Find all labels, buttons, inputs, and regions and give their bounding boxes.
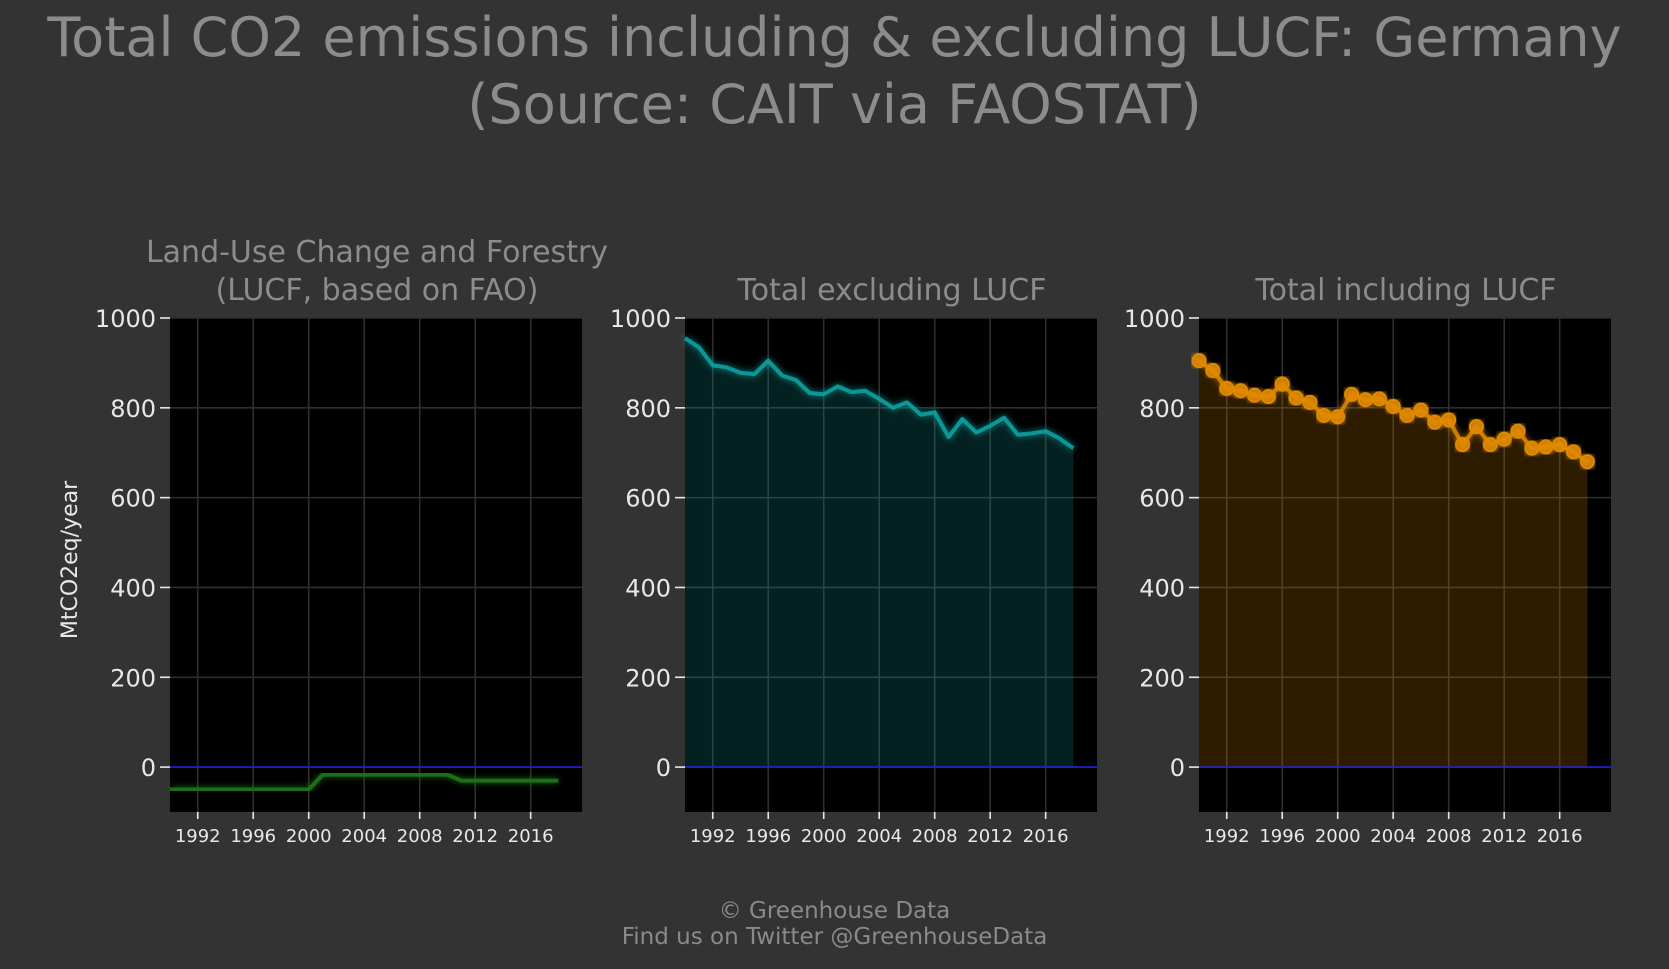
point-incl-1990 xyxy=(1191,353,1207,369)
xtick-label-incl-2016: 2016 xyxy=(1537,826,1583,847)
xtick-label-lucf-2004: 2004 xyxy=(341,826,387,847)
point-incl-2011 xyxy=(1482,437,1498,453)
xtick-label-excl-2016: 2016 xyxy=(1023,826,1069,847)
point-incl-1997 xyxy=(1288,390,1304,406)
point-incl-2005 xyxy=(1399,407,1415,423)
ytick-label-lucf-0: 0 xyxy=(141,754,156,782)
xtick-label-incl-1992: 1992 xyxy=(1204,826,1250,847)
ytick-label-incl-400: 400 xyxy=(1139,574,1185,602)
xtick-label-incl-1996: 1996 xyxy=(1259,826,1305,847)
ytick-label-excl-200: 200 xyxy=(625,664,671,692)
ytick-label-excl-800: 800 xyxy=(625,395,671,423)
point-incl-2001 xyxy=(1344,386,1360,402)
point-incl-2017 xyxy=(1566,444,1582,460)
point-incl-2004 xyxy=(1385,398,1401,414)
ytick-label-incl-1000: 1000 xyxy=(1124,305,1185,333)
panel-title-excl-line1: Total excluding LUCF xyxy=(737,273,1047,308)
xtick-label-lucf-2000: 2000 xyxy=(286,826,332,847)
panel-title-lucf: Land-Use Change and Forestry (LUCF, base… xyxy=(103,234,651,310)
plot-area-excl xyxy=(685,318,1097,812)
point-incl-1992 xyxy=(1219,381,1235,397)
ytick-label-lucf-1000: 1000 xyxy=(95,305,156,333)
point-incl-1995 xyxy=(1260,389,1276,405)
ytick-label-excl-1000: 1000 xyxy=(610,305,671,333)
ytick-label-lucf-600: 600 xyxy=(110,485,156,513)
panel-excl: 0 200 400 600 800 1000 1992 1996 2000 2004 2008 201… xyxy=(610,305,1097,847)
point-incl-2010 xyxy=(1468,419,1484,435)
main-title-line1: Total CO2 emissions including & excludin… xyxy=(47,6,1622,69)
point-incl-2014 xyxy=(1524,440,1540,456)
ytick-label-excl-400: 400 xyxy=(625,574,671,602)
ytick-label-incl-800: 800 xyxy=(1139,395,1185,423)
point-incl-1996 xyxy=(1274,376,1290,392)
xtick-label-incl-2000: 2000 xyxy=(1315,826,1361,847)
panel-title-incl: Total including LUCF xyxy=(1132,272,1669,310)
panel-incl: 0 200 400 600 800 1000 1992 1996 2000 2004 2008 201… xyxy=(1124,305,1611,847)
ytick-label-lucf-200: 200 xyxy=(110,664,156,692)
point-incl-2009 xyxy=(1455,437,1471,453)
point-incl-2006 xyxy=(1413,402,1429,418)
xtick-label-incl-2004: 2004 xyxy=(1370,826,1416,847)
xtick-label-excl-1992: 1992 xyxy=(690,826,736,847)
area-fill-incl xyxy=(1199,360,1588,768)
point-incl-2018 xyxy=(1579,454,1595,470)
point-incl-2002 xyxy=(1357,392,1373,408)
ytick-label-excl-0: 0 xyxy=(656,754,671,782)
point-incl-1993 xyxy=(1233,383,1249,399)
ytick-label-incl-200: 200 xyxy=(1139,664,1185,692)
point-incl-1999 xyxy=(1316,407,1332,423)
point-incl-2008 xyxy=(1441,412,1457,428)
point-incl-2012 xyxy=(1496,431,1512,447)
point-incl-1998 xyxy=(1302,394,1318,410)
xtick-label-excl-2012: 2012 xyxy=(967,826,1013,847)
main-title-line2: (Source: CAIT via FAOSTAT) xyxy=(467,73,1202,136)
footer-twitter: Find us on Twitter @GreenhouseData xyxy=(621,924,1048,950)
y-axis-label: MtCO2eq/year xyxy=(58,480,83,639)
xtick-label-incl-2012: 2012 xyxy=(1481,826,1527,847)
point-incl-2000 xyxy=(1330,409,1346,425)
ytick-label-lucf-400: 400 xyxy=(110,574,156,602)
point-incl-2015 xyxy=(1538,439,1554,455)
ytick-label-lucf-800: 800 xyxy=(110,395,156,423)
point-incl-2013 xyxy=(1510,423,1526,439)
xtick-label-excl-2000: 2000 xyxy=(801,826,847,847)
footer-copyright: © Greenhouse Data xyxy=(718,898,951,924)
area-fill-excl xyxy=(685,338,1074,768)
xtick-label-excl-2008: 2008 xyxy=(912,826,958,847)
main-title: Total CO2 emissions including & excludin… xyxy=(0,4,1669,138)
xtick-label-lucf-2012: 2012 xyxy=(452,826,498,847)
xtick-label-incl-2008: 2008 xyxy=(1426,826,1472,847)
panel-title-lucf-line1: Land-Use Change and Forestry xyxy=(145,235,609,270)
point-incl-2007 xyxy=(1427,414,1443,430)
footer: © Greenhouse Data Find us on Twitter @Gr… xyxy=(0,898,1669,950)
ytick-label-incl-600: 600 xyxy=(1139,485,1185,513)
series-line-lucf xyxy=(170,772,559,792)
panel-lucf: 0 200 400 600 800 1000 1992 1996 2000 2004 2008 201… xyxy=(95,305,582,847)
xtick-label-excl-2004: 2004 xyxy=(856,826,902,847)
panel-title-lucf-line2: (LUCF, based on FAO) xyxy=(215,273,539,308)
xtick-label-lucf-2016: 2016 xyxy=(508,826,554,847)
xtick-label-excl-1996: 1996 xyxy=(745,826,791,847)
point-incl-2016 xyxy=(1552,437,1568,453)
point-incl-1991 xyxy=(1205,363,1221,379)
series-line-excl xyxy=(683,336,1075,450)
plot-area-lucf xyxy=(170,318,582,812)
panel-title-incl-line1: Total including LUCF xyxy=(1255,273,1557,308)
point-incl-1994 xyxy=(1246,387,1262,403)
xtick-label-lucf-2008: 2008 xyxy=(397,826,443,847)
ytick-label-incl-0: 0 xyxy=(1170,754,1185,782)
panel-title-excl: Total excluding LUCF xyxy=(618,272,1166,310)
xtick-label-lucf-1992: 1992 xyxy=(175,826,221,847)
ytick-label-excl-600: 600 xyxy=(625,485,671,513)
xtick-label-lucf-1996: 1996 xyxy=(230,826,276,847)
point-incl-2003 xyxy=(1371,391,1387,407)
